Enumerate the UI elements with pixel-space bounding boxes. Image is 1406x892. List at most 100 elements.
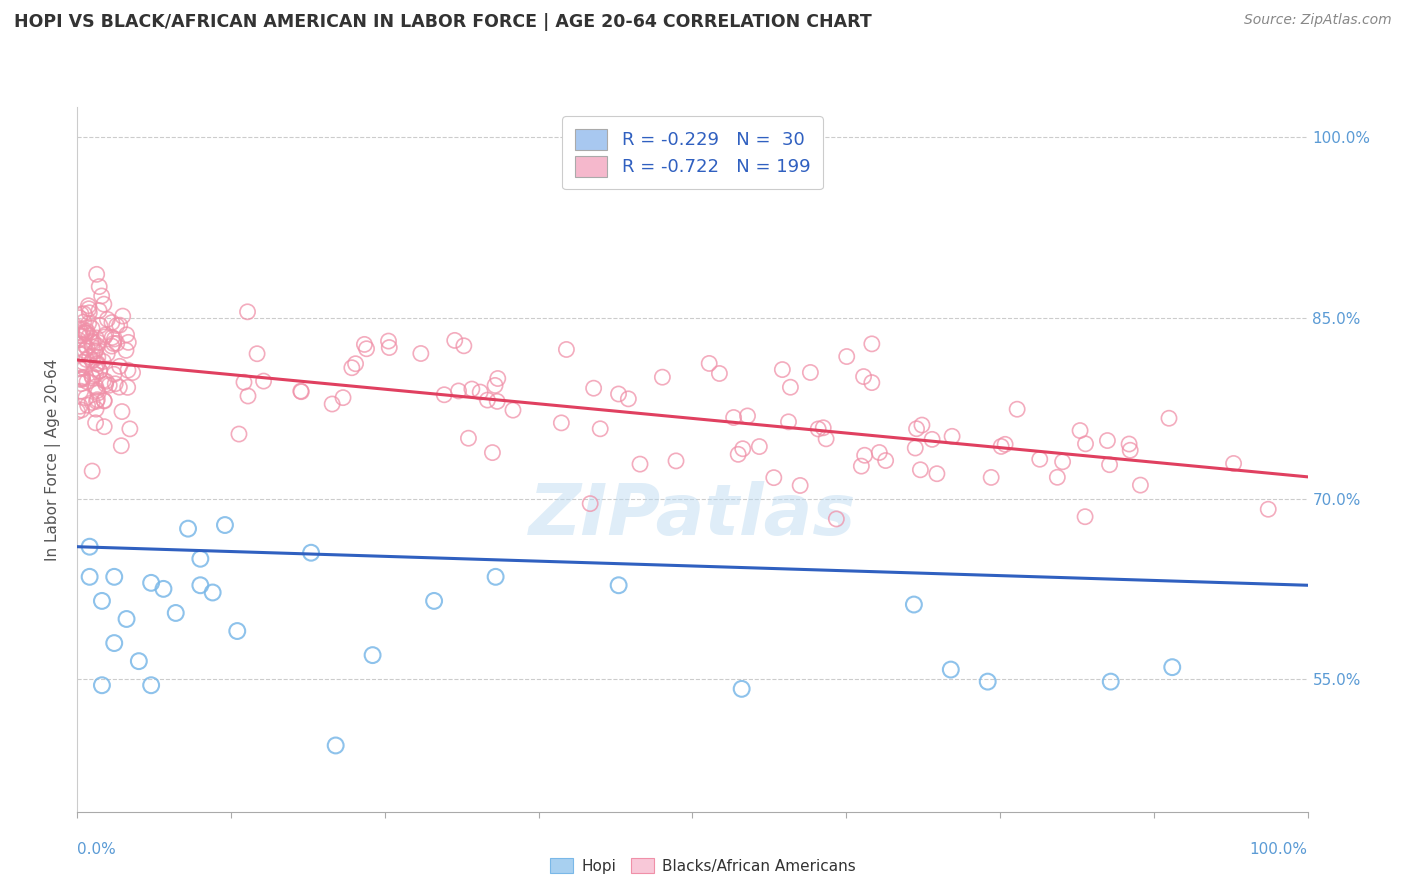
Point [904, 441, 927, 455]
Point [762, 470, 785, 484]
Point [76, 375, 98, 389]
Point [70, 326, 93, 341]
Point [82, 353, 104, 368]
Point [851, 459, 873, 474]
Point [90, 678, 114, 692]
Point [101, 330, 124, 344]
Point [73, 343, 96, 358]
Point [110, 439, 132, 453]
Point [115, 343, 138, 358]
Point [813, 421, 835, 435]
Point [361, 648, 384, 662]
Point [108, 359, 131, 374]
Point [73, 338, 96, 352]
Point [90, 594, 114, 608]
Point [70, 307, 93, 321]
Point [66, 404, 89, 418]
Point [86, 339, 108, 353]
Point [82, 340, 104, 354]
Point [799, 366, 821, 380]
Point [214, 518, 236, 533]
Point [1099, 674, 1122, 689]
Point [73, 315, 96, 329]
Point [84, 380, 107, 394]
Point [299, 546, 322, 560]
Point [1074, 437, 1097, 451]
Point [1257, 502, 1279, 516]
Point [731, 442, 754, 456]
Point [589, 422, 612, 436]
Point [93, 354, 115, 368]
Point [111, 309, 134, 323]
Point [607, 387, 630, 401]
Point [94, 377, 117, 392]
Point [617, 392, 640, 406]
Point [815, 432, 838, 446]
Point [228, 427, 250, 442]
Point [628, 457, 651, 471]
Point [910, 463, 932, 477]
Point [79, 570, 101, 584]
Point [778, 415, 800, 429]
Point [770, 362, 793, 376]
Point [1029, 452, 1052, 467]
Point [233, 376, 256, 390]
Point [550, 416, 572, 430]
Point [72, 371, 94, 385]
Point [481, 445, 503, 459]
Text: HOPI VS BLACK/AFRICAN AMERICAN IN LABOR FORCE | AGE 20-64 CORRELATION CHART: HOPI VS BLACK/AFRICAN AMERICAN IN LABOR … [14, 13, 872, 31]
Point [69, 328, 91, 343]
Point [378, 341, 401, 355]
Point [1222, 457, 1244, 471]
Point [101, 316, 124, 330]
Point [75, 352, 97, 367]
Point [1052, 455, 1074, 469]
Point [477, 392, 499, 407]
Point [105, 336, 128, 351]
Point [607, 578, 630, 592]
Point [1046, 470, 1069, 484]
Point [86, 356, 108, 370]
Point [875, 453, 897, 467]
Point [1119, 443, 1142, 458]
Point [76, 324, 98, 338]
Point [84, 331, 107, 345]
Point [80, 321, 103, 335]
Point [709, 367, 731, 381]
Point [103, 636, 125, 650]
Point [1069, 424, 1091, 438]
Point [165, 606, 187, 620]
Point [79, 329, 101, 343]
Point [252, 374, 274, 388]
Point [321, 397, 343, 411]
Point [69, 399, 91, 413]
Point [141, 575, 163, 590]
Point [903, 598, 925, 612]
Point [461, 382, 484, 396]
Point [128, 654, 150, 668]
Point [502, 403, 524, 417]
Y-axis label: In Labor Force | Age 20-64: In Labor Force | Age 20-64 [45, 359, 62, 560]
Point [852, 369, 875, 384]
Point [353, 337, 375, 351]
Point [344, 357, 367, 371]
Point [443, 334, 465, 348]
Point [152, 582, 174, 596]
Point [1005, 402, 1028, 417]
Point [82, 464, 104, 478]
Point [72, 372, 94, 386]
Point [67, 361, 90, 376]
Point [941, 429, 963, 443]
Point [104, 376, 127, 391]
Point [332, 391, 354, 405]
Point [75, 326, 97, 340]
Point [89, 318, 111, 333]
Point [69, 346, 91, 360]
Point [84, 343, 107, 358]
Point [325, 739, 347, 753]
Point [911, 418, 934, 433]
Point [80, 368, 103, 383]
Point [98, 378, 121, 392]
Point [79, 306, 101, 320]
Point [70, 370, 93, 384]
